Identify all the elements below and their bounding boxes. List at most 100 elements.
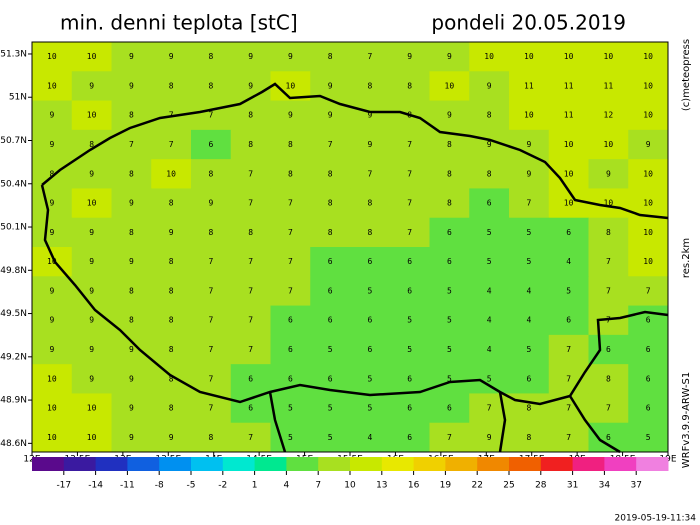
value-label: 6 bbox=[328, 286, 333, 295]
timestamp: 2019-05-19-11:34 bbox=[615, 514, 697, 524]
value-cell bbox=[270, 100, 311, 131]
value-label: 10 bbox=[47, 404, 57, 413]
value-cell bbox=[389, 159, 430, 189]
colorbar-label: 4 bbox=[284, 481, 290, 491]
value-label: 8 bbox=[526, 433, 531, 442]
value-cell bbox=[350, 276, 391, 307]
value-label: 8 bbox=[328, 169, 333, 178]
value-cell bbox=[71, 129, 112, 160]
value-label: 7 bbox=[248, 433, 253, 442]
colorbar-label: 28 bbox=[535, 481, 547, 491]
value-label: 7 bbox=[129, 140, 134, 149]
value-cell bbox=[429, 393, 470, 424]
value-cell bbox=[230, 129, 271, 160]
value-cell bbox=[350, 188, 391, 219]
value-cell bbox=[270, 247, 311, 277]
colorbar-swatch bbox=[445, 457, 478, 471]
value-cell bbox=[588, 393, 629, 424]
value-label: 5 bbox=[447, 374, 452, 383]
y-tick-label: 51N bbox=[9, 93, 27, 103]
y-tick-label: 49.5N bbox=[0, 309, 27, 319]
value-label: 9 bbox=[248, 81, 253, 90]
value-cell bbox=[588, 71, 629, 102]
value-cell bbox=[389, 364, 430, 394]
value-cell bbox=[350, 422, 391, 453]
value-cell bbox=[548, 129, 589, 160]
value-label: 6 bbox=[646, 404, 651, 413]
y-tick-label: 50.7N bbox=[0, 136, 27, 146]
colorbar-swatch bbox=[381, 457, 415, 471]
value-cell bbox=[71, 100, 112, 131]
value-cell bbox=[548, 276, 589, 307]
value-label: 5 bbox=[367, 404, 372, 413]
value-label: 8 bbox=[248, 111, 253, 120]
value-label: 7 bbox=[367, 169, 372, 178]
value-cell bbox=[548, 100, 589, 131]
value-label: 6 bbox=[646, 316, 651, 325]
value-label: 8 bbox=[447, 199, 452, 208]
value-cell bbox=[32, 393, 73, 424]
colorbar-label: 16 bbox=[408, 481, 420, 491]
value-cell bbox=[230, 247, 271, 277]
value-label: 7 bbox=[248, 316, 253, 325]
value-cell bbox=[588, 364, 629, 394]
value-cell bbox=[111, 100, 152, 131]
value-label: 7 bbox=[288, 257, 293, 266]
colorbar-swatch bbox=[222, 457, 256, 471]
colorbar-swatch bbox=[254, 457, 287, 471]
value-cell bbox=[509, 276, 550, 307]
value-cell bbox=[111, 276, 152, 307]
value-cell bbox=[71, 188, 112, 219]
value-label: 7 bbox=[526, 199, 531, 208]
value-cell bbox=[191, 276, 232, 307]
value-label: 5 bbox=[447, 345, 452, 354]
value-label: 7 bbox=[606, 257, 611, 266]
value-label: 7 bbox=[447, 433, 452, 442]
value-cell bbox=[350, 247, 391, 277]
value-label: 8 bbox=[169, 374, 174, 383]
model: WRFv3.9.9-ARW-S1 bbox=[681, 372, 692, 469]
value-cell bbox=[191, 217, 232, 248]
value-label: 10 bbox=[47, 81, 57, 90]
value-cell bbox=[310, 217, 351, 248]
value-cell bbox=[350, 393, 391, 424]
value-cell bbox=[429, 71, 470, 102]
value-cell bbox=[509, 71, 550, 102]
value-cell bbox=[71, 422, 112, 453]
value-cell bbox=[350, 217, 391, 248]
value-cell bbox=[509, 393, 550, 424]
value-label: 9 bbox=[49, 199, 54, 208]
value-cell bbox=[151, 159, 192, 189]
colorbar-swatch bbox=[413, 457, 446, 471]
value-label: 7 bbox=[606, 286, 611, 295]
value-cell bbox=[429, 100, 470, 131]
value-cell bbox=[111, 422, 152, 453]
value-label: 7 bbox=[288, 199, 293, 208]
value-label: 8 bbox=[606, 374, 611, 383]
value-label: 5 bbox=[407, 316, 412, 325]
value-cell bbox=[429, 334, 470, 365]
value-label: 6 bbox=[407, 433, 412, 442]
value-cell bbox=[429, 247, 470, 277]
value-label: 10 bbox=[524, 52, 534, 61]
value-label: 8 bbox=[367, 199, 372, 208]
colorbar: -17 -14 -11 -8 -5 -2 1 4 7 10 13 16 19 22 25 28 31 34 37 bbox=[32, 457, 669, 491]
value-cell bbox=[230, 334, 271, 365]
value-label: 7 bbox=[288, 286, 293, 295]
colorbar-label: -8 bbox=[155, 481, 164, 491]
value-cell bbox=[509, 422, 550, 453]
border-line bbox=[498, 391, 507, 453]
value-cell bbox=[71, 305, 112, 336]
value-label: 6 bbox=[328, 257, 333, 266]
value-label: 10 bbox=[484, 52, 494, 61]
value-cell bbox=[469, 276, 510, 307]
value-cell bbox=[469, 247, 510, 277]
value-label: 8 bbox=[407, 81, 412, 90]
value-label: 9 bbox=[328, 81, 333, 90]
value-cell bbox=[111, 305, 152, 336]
value-label: 5 bbox=[328, 433, 333, 442]
value-label: 9 bbox=[89, 228, 94, 237]
value-label: 6 bbox=[248, 374, 253, 383]
value-label: 7 bbox=[566, 345, 571, 354]
value-cell bbox=[548, 305, 589, 336]
